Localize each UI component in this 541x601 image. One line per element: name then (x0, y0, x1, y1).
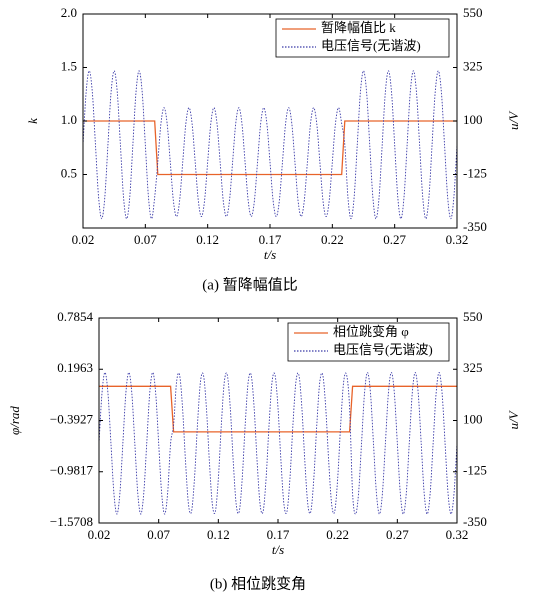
y2-tick-label: 325 (463, 360, 483, 375)
x-tick-label: 0.17 (267, 527, 290, 542)
y-tick-label: 2.0 (61, 5, 77, 20)
legend-box (287, 322, 450, 362)
x-axis-label: t/s (272, 542, 284, 557)
y2-axis-label: u/V (506, 409, 521, 429)
y-tick-label: 0.1963 (57, 360, 93, 375)
x-tick-label: 0.27 (386, 527, 409, 542)
legend-label: 电压信号(无谐波) (333, 342, 433, 357)
x-tick-label: 0.32 (446, 527, 469, 542)
y2-tick-label: -350 (463, 514, 487, 529)
y-tick-label: 1.0 (61, 112, 77, 127)
y-tick-label: −0.9817 (50, 463, 94, 478)
y-tick-label: 0.7854 (57, 309, 93, 324)
y-tick-label: −0.3927 (50, 411, 94, 426)
x-axis-label: t/s (264, 247, 276, 262)
y2-axis-label: u/V (506, 110, 521, 130)
x-tick-label: 0.27 (383, 232, 406, 247)
x-tick-label: 0.17 (259, 232, 282, 247)
y-tick-label: 0.5 (61, 165, 77, 180)
x-tick-label: 0.07 (134, 232, 157, 247)
y-tick-label: 1.5 (61, 58, 77, 73)
x-tick-label: 0.22 (321, 232, 344, 247)
series-line (99, 385, 457, 433)
x-tick-label: 0.12 (196, 232, 219, 247)
y2-tick-label: -350 (463, 219, 487, 234)
y2-tick-label: -125 (463, 463, 487, 478)
y2-tick-label: 550 (463, 309, 483, 324)
x-tick-label: 0.32 (446, 232, 469, 247)
series-line (99, 371, 457, 515)
y2-tick-label: 325 (463, 58, 483, 73)
y-axis-label: φ/rad (7, 406, 22, 435)
y2-tick-label: -125 (463, 165, 487, 180)
x-tick-label: 0.22 (326, 527, 349, 542)
legend-label: 相位跳变角 φ (333, 324, 409, 339)
y-axis-label: k (25, 118, 40, 124)
legend-label: 暂降幅值比 k (321, 20, 396, 35)
x-tick-label: 0.02 (72, 232, 95, 247)
y2-tick-label: 550 (463, 5, 483, 20)
x-tick-label: 0.07 (147, 527, 170, 542)
x-tick-label: 0.02 (88, 527, 111, 542)
legend-label: 电压信号(无谐波) (321, 38, 421, 53)
chart-caption: (b) 相位跳变角 (210, 575, 306, 592)
series-line (83, 70, 457, 220)
chart-caption: (a) 暂降幅值比 (202, 276, 297, 293)
legend-box (275, 18, 450, 58)
series-line (83, 120, 457, 176)
y2-tick-label: 100 (463, 411, 483, 426)
y-tick-label: −1.5708 (50, 514, 93, 529)
x-tick-label: 0.12 (207, 527, 230, 542)
y2-tick-label: 100 (463, 112, 483, 127)
